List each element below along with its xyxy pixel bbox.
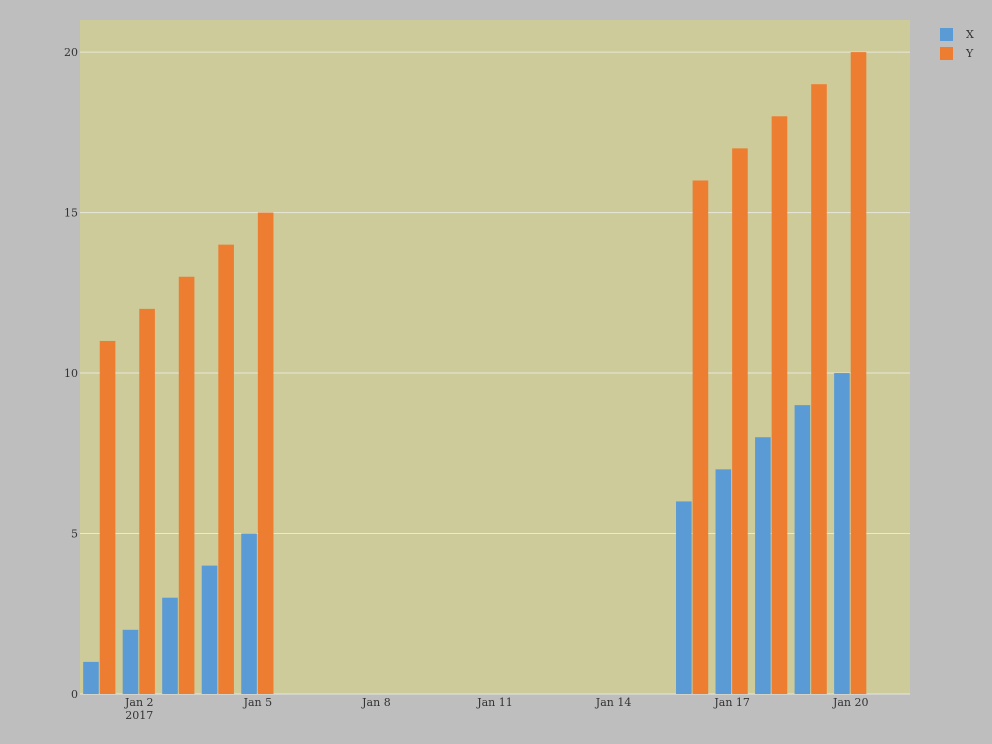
- bar-y: [139, 308, 155, 694]
- y-tick-label: 10: [64, 367, 78, 380]
- x-tick-label: Jan 8: [361, 696, 391, 709]
- bar-y: [692, 180, 709, 694]
- bar-x: [201, 565, 218, 694]
- bar-y: [178, 276, 195, 694]
- legend-swatch: [940, 47, 953, 60]
- y-axis: 0 5 10 15 20: [64, 46, 78, 701]
- x-tick-label: Jan 17: [713, 696, 750, 709]
- bar-y: [99, 340, 116, 694]
- y-tick-label: 0: [71, 688, 78, 701]
- y-tick-label: 5: [71, 528, 78, 541]
- bar-x: [834, 373, 850, 694]
- bar-x: [122, 629, 139, 694]
- y-tick-label: 20: [64, 46, 78, 59]
- bar-x: [715, 469, 732, 694]
- x-tick-label: Jan 2: [124, 696, 154, 709]
- legend: XY: [940, 28, 974, 60]
- bar-x: [83, 661, 99, 694]
- x-tick-sublabel: 2017: [125, 709, 153, 722]
- x-tick-label: Jan 11: [476, 696, 513, 709]
- bar-x: [755, 437, 771, 694]
- bar-y: [771, 116, 788, 695]
- y-tick-label: 15: [64, 207, 78, 220]
- legend-label: Y: [965, 47, 974, 60]
- bar-x: [794, 405, 811, 694]
- bar-y: [732, 148, 748, 694]
- bar-y: [811, 84, 827, 694]
- bar-y: [218, 244, 234, 694]
- x-tick-label: Jan 20: [832, 696, 869, 709]
- bar-x: [241, 533, 257, 694]
- legend-swatch: [940, 28, 953, 41]
- bar-y: [850, 52, 867, 695]
- bar-x: [676, 501, 692, 694]
- bars: [83, 52, 867, 695]
- x-tick-label: Jan 14: [595, 696, 632, 709]
- bar-y: [257, 212, 274, 695]
- x-tick-label: Jan 5: [243, 696, 273, 709]
- legend-label: X: [966, 28, 974, 41]
- bar-x: [162, 597, 178, 694]
